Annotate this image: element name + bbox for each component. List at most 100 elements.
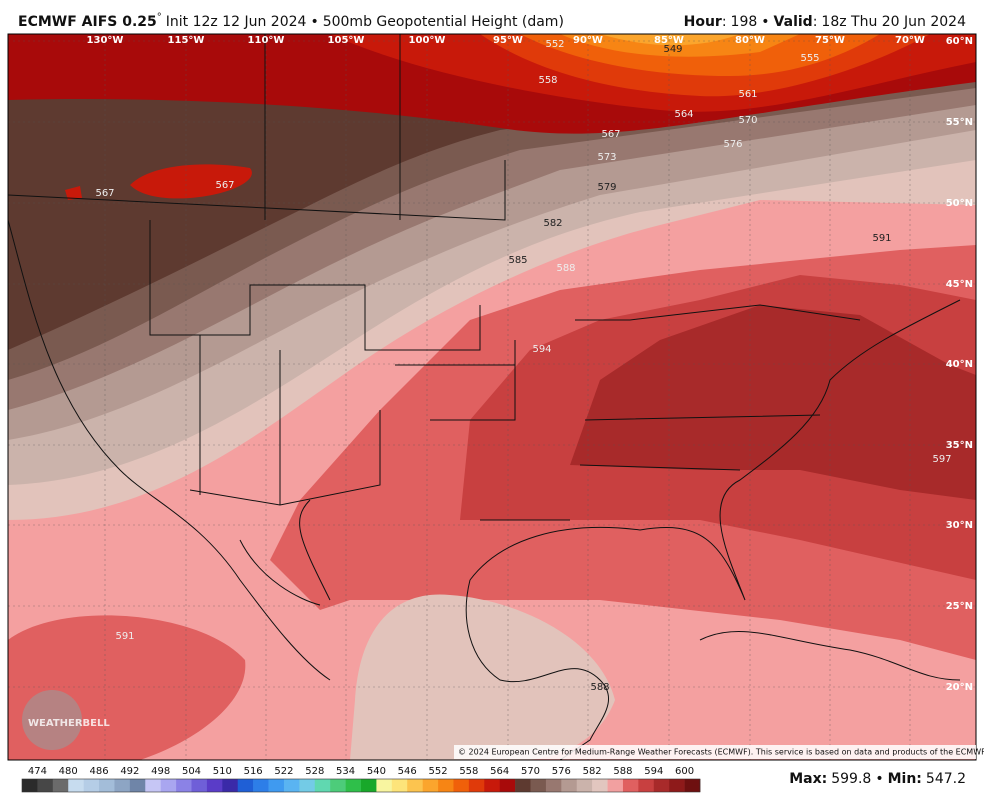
swatch: [592, 779, 608, 792]
swatch: [22, 779, 38, 792]
contour-label: 549: [663, 44, 682, 55]
colorbar-label: 564: [490, 766, 509, 777]
band: [600, 34, 740, 46]
colorbar-label: 588: [613, 766, 632, 777]
colorbar-label: 522: [274, 766, 293, 777]
swatch: [530, 779, 547, 792]
swatch: [622, 779, 639, 792]
contour-label: 567: [95, 188, 114, 199]
contour-label: 582: [543, 218, 562, 229]
lat-label: 55°N: [946, 117, 973, 128]
lat-label: 60°N: [946, 36, 973, 47]
contour-label: 558: [538, 75, 557, 86]
colorbar-label: 546: [398, 766, 417, 777]
colorbar: 474 480 486 492 498 504 510 516 522 528 534 540 546 5…: [21, 766, 701, 793]
colorbar-label: 576: [552, 766, 571, 777]
contour-label: 576: [723, 139, 742, 150]
footer-stats: Max: 599.8 • Min: 547.2: [789, 771, 966, 787]
colorbar-label: 516: [244, 766, 263, 777]
contour-label: 573: [597, 152, 616, 163]
swatch: [422, 779, 439, 792]
contour-label: 594: [532, 344, 551, 355]
field: 500mb Geopotential Height (dam): [323, 14, 564, 30]
swatch: [268, 779, 285, 792]
swatch: [407, 779, 423, 792]
lon-label: 115°W: [168, 35, 205, 46]
copyright-bg: [454, 745, 976, 759]
colon: :: [822, 771, 828, 787]
colorbar-label: 510: [213, 766, 232, 777]
valid: 18z Thu 20 Jun 2024: [821, 14, 966, 30]
swatch: [515, 779, 531, 792]
swatch: [361, 779, 377, 792]
contour-label: 579: [597, 182, 616, 193]
lon-label: 105°W: [328, 35, 365, 46]
degree: °: [157, 12, 162, 23]
colorbar-label: 600: [675, 766, 694, 777]
lat-label: 20°N: [946, 682, 973, 693]
lon-label: 85°W: [654, 35, 684, 46]
contour-label: 555: [800, 53, 819, 64]
max-label: Max: [789, 771, 821, 787]
swatch: [638, 779, 655, 792]
swatch: [561, 779, 578, 792]
swatch: [330, 779, 346, 792]
contour-label: 588: [556, 263, 575, 274]
colorbar-label: 558: [459, 766, 478, 777]
colorbar-label: 480: [59, 766, 78, 777]
lat-label: 30°N: [946, 520, 973, 531]
map-frame: [7, 33, 977, 761]
lon-label: 130°W: [87, 35, 124, 46]
contour-labels: 552 549 555 558 561 564 567 570 573 576 …: [95, 39, 951, 693]
copyright: © 2024 European Centre for Medium-Range …: [458, 748, 984, 757]
swatch: [576, 779, 593, 792]
swatch: [253, 779, 269, 792]
swatch: [52, 779, 69, 792]
graticule: [8, 34, 976, 760]
hour: 198: [731, 14, 758, 30]
contour-label: 567: [601, 129, 620, 140]
lat-label: 40°N: [946, 359, 973, 370]
swatch: [176, 779, 192, 792]
colorbar-label: 552: [428, 766, 447, 777]
coastline: [8, 219, 961, 760]
swatch: [68, 779, 84, 792]
swatch: [468, 779, 485, 792]
lon-label: 95°W: [493, 35, 523, 46]
contour-label: 591: [872, 233, 891, 244]
lat-label: 25°N: [946, 601, 973, 612]
header-right: Hour: 198 • Valid: 18z Thu 20 Jun 2024: [684, 14, 966, 30]
swatch: [376, 779, 393, 792]
swatch: [653, 779, 670, 792]
lon-label: 75°W: [815, 35, 845, 46]
swatch: [160, 779, 177, 792]
contour-label: 570: [738, 115, 757, 126]
lat-label: 45°N: [946, 279, 973, 290]
colorbar-label: 582: [583, 766, 602, 777]
separator: •: [875, 771, 883, 787]
swatch: [99, 779, 115, 792]
max: 599.8: [831, 771, 871, 787]
contour-label: 561: [738, 89, 757, 100]
swatch: [453, 779, 470, 792]
init: Init 12z 12 Jun 2024: [166, 14, 307, 30]
contour-label: 597: [932, 454, 951, 465]
lon-label: 100°W: [409, 35, 446, 46]
swatch: [299, 779, 316, 792]
swatch: [129, 779, 146, 792]
colorbar-label: 528: [305, 766, 324, 777]
colorbar-label: 570: [521, 766, 540, 777]
swatch: [345, 779, 362, 792]
longitude-labels: 130°W 115°W 110°W 105°W 100°W 95°W 90°W …: [87, 35, 925, 46]
latitude-labels: 60°N 55°N 50°N 45°N 40°N 35°N 30°N 25°N …: [946, 36, 973, 693]
swatch: [206, 779, 223, 792]
lon-label: 70°W: [895, 35, 925, 46]
swatch: [391, 779, 408, 792]
header-left: ECMWF AIFS 0.25° Init 12z 12 Jun 2024 • 500…: [18, 12, 564, 30]
lon-label: 110°W: [248, 35, 285, 46]
separator: •: [310, 14, 318, 30]
hour-label: Hour: [684, 14, 722, 30]
contour-label: 564: [674, 109, 693, 120]
swatch: [283, 779, 300, 792]
